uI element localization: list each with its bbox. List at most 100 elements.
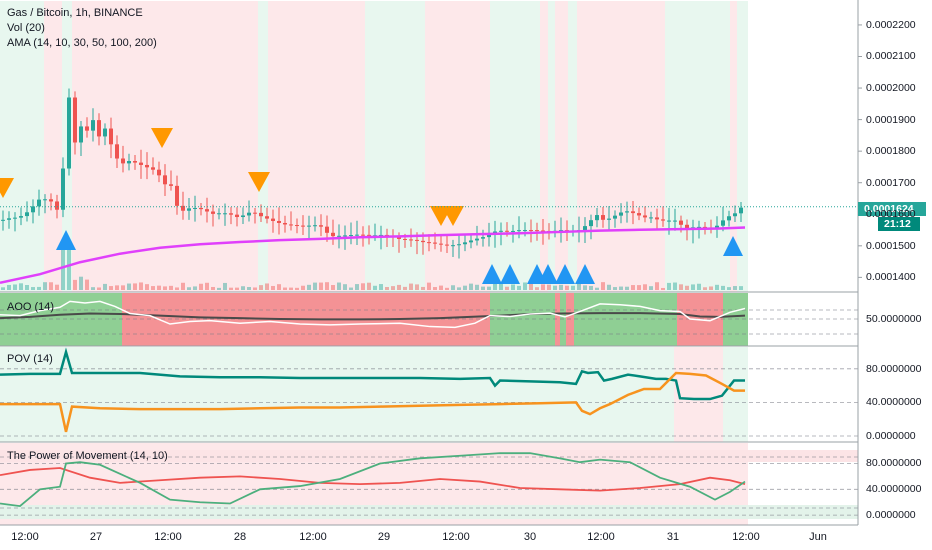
volume-bar: [127, 283, 131, 290]
volume-bar: [181, 282, 185, 290]
pov-legend[interactable]: POV (14): [7, 353, 53, 365]
candle-body: [301, 225, 305, 227]
symbol-title[interactable]: Gas / Bitcoin, 1h, BINANCE: [7, 7, 143, 19]
candle-body: [649, 217, 653, 219]
volume-bar: [13, 284, 17, 290]
candle-body: [619, 212, 623, 216]
volume-bar: [415, 284, 419, 290]
candles[interactable]: [1, 88, 743, 259]
band: [268, 1, 365, 292]
volume-bar: [337, 282, 341, 290]
signal-arrows: [0, 128, 743, 284]
indicator-series-line: [0, 347, 745, 401]
ama-line: [0, 226, 746, 284]
volume-bar: [379, 284, 383, 290]
volume-bar: [685, 285, 689, 290]
volume-bar: [505, 286, 509, 290]
x-tick-label: 12:00: [732, 531, 760, 543]
candle-body: [97, 120, 101, 137]
x-tick-label: 12:00: [587, 531, 615, 543]
candle-body: [499, 230, 503, 232]
ama-legend[interactable]: AMA (14, 10, 30, 50, 100, 200): [7, 37, 157, 49]
volume-bar: [595, 287, 599, 290]
volume-bar: [271, 285, 275, 290]
volume-bar: [649, 286, 653, 290]
candle-body: [55, 201, 59, 210]
volume-bar: [511, 284, 515, 290]
aoo-legend[interactable]: AOO (14): [7, 301, 55, 313]
candle-body: [121, 158, 125, 164]
volume-bar: [139, 282, 143, 290]
volume-bar: [169, 285, 173, 290]
volume-bar: [211, 286, 215, 290]
pom-legend[interactable]: The Power of Movement (14, 10): [7, 450, 168, 462]
candle-body: [529, 230, 533, 232]
band: [490, 1, 540, 292]
volume-bars: [1, 242, 743, 290]
buy-signal-arrow: [500, 264, 520, 284]
candle-body: [13, 217, 17, 219]
candle-body: [133, 161, 137, 163]
candle-body: [79, 126, 83, 143]
volume-bar: [655, 282, 659, 290]
buy-signal-arrow: [723, 236, 743, 256]
x-tick-label: 28: [233, 531, 247, 543]
candle-body: [241, 215, 245, 218]
volume-bar: [661, 287, 665, 290]
candle-body: [673, 220, 677, 222]
candle-body: [445, 244, 449, 246]
volume-bar: [385, 286, 389, 290]
band: [577, 1, 665, 292]
volume-bar: [295, 287, 299, 290]
volume-bar: [517, 285, 521, 290]
sell-signal-arrow: [151, 128, 173, 148]
buy-signal-arrow: [575, 264, 595, 284]
candle-body: [31, 206, 35, 213]
x-tick-label: 12:00: [154, 531, 182, 543]
candle-body: [7, 218, 11, 220]
volume-bar: [325, 282, 329, 290]
volume-bar: [523, 282, 527, 290]
volume-bar: [133, 283, 137, 290]
volume-bar: [625, 286, 629, 290]
x-tick-label: 12:00: [11, 531, 39, 543]
volume-bar: [715, 284, 719, 290]
candle-body: [85, 126, 89, 131]
volume-bar: [475, 284, 479, 290]
y-tick-label: 0.0002000: [866, 82, 916, 95]
volume-bar: [1, 287, 5, 290]
candle-body: [109, 128, 113, 145]
candle-body: [421, 240, 425, 243]
candle-body: [217, 213, 221, 215]
volume-bar: [397, 284, 401, 290]
candle-body: [199, 207, 203, 210]
volume-bar: [277, 284, 281, 290]
band: [0, 347, 674, 442]
candle-body: [115, 144, 119, 159]
candle-body: [91, 120, 95, 131]
indicator-lines: [0, 226, 746, 508]
vol-legend[interactable]: Vol (20): [7, 22, 45, 34]
volume-bar: [313, 282, 317, 290]
candle-body: [625, 211, 629, 213]
volume-bar: [613, 287, 617, 290]
candle-body: [667, 220, 671, 222]
candle-body: [439, 243, 443, 245]
volume-bar: [49, 282, 53, 290]
volume-bar: [601, 282, 605, 290]
volume-bar: [589, 285, 593, 290]
band: [574, 293, 677, 346]
band: [365, 1, 425, 292]
volume-bar: [91, 287, 95, 290]
band: [555, 293, 560, 346]
candle-body: [535, 230, 539, 232]
volume-bar: [157, 285, 161, 290]
countdown-badge: 21:12: [878, 217, 920, 231]
volume-bar: [493, 282, 497, 290]
volume-bar: [283, 287, 287, 290]
volume-bar: [571, 285, 575, 290]
y-tick-label: 0.0001900: [866, 113, 916, 126]
candle-body: [229, 213, 233, 215]
volume-bar: [727, 287, 731, 290]
